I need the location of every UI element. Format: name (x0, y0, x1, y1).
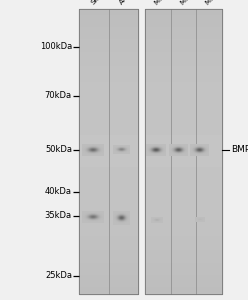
Text: 50kDa: 50kDa (45, 146, 72, 154)
Text: 40kDa: 40kDa (45, 188, 72, 196)
Text: A-431: A-431 (119, 0, 138, 6)
Text: 70kDa: 70kDa (45, 92, 72, 100)
Text: SKOV3: SKOV3 (90, 0, 110, 6)
Bar (79, 9, 138, 294)
Bar (145, 9, 222, 294)
Text: 25kDa: 25kDa (45, 272, 72, 280)
Text: 100kDa: 100kDa (40, 42, 72, 51)
Text: BMP15: BMP15 (231, 146, 248, 154)
Text: Mouse lung: Mouse lung (154, 0, 186, 6)
Text: Mouse ovary: Mouse ovary (179, 0, 215, 6)
Text: 35kDa: 35kDa (45, 212, 72, 220)
Text: Mouse kidney: Mouse kidney (205, 0, 243, 6)
